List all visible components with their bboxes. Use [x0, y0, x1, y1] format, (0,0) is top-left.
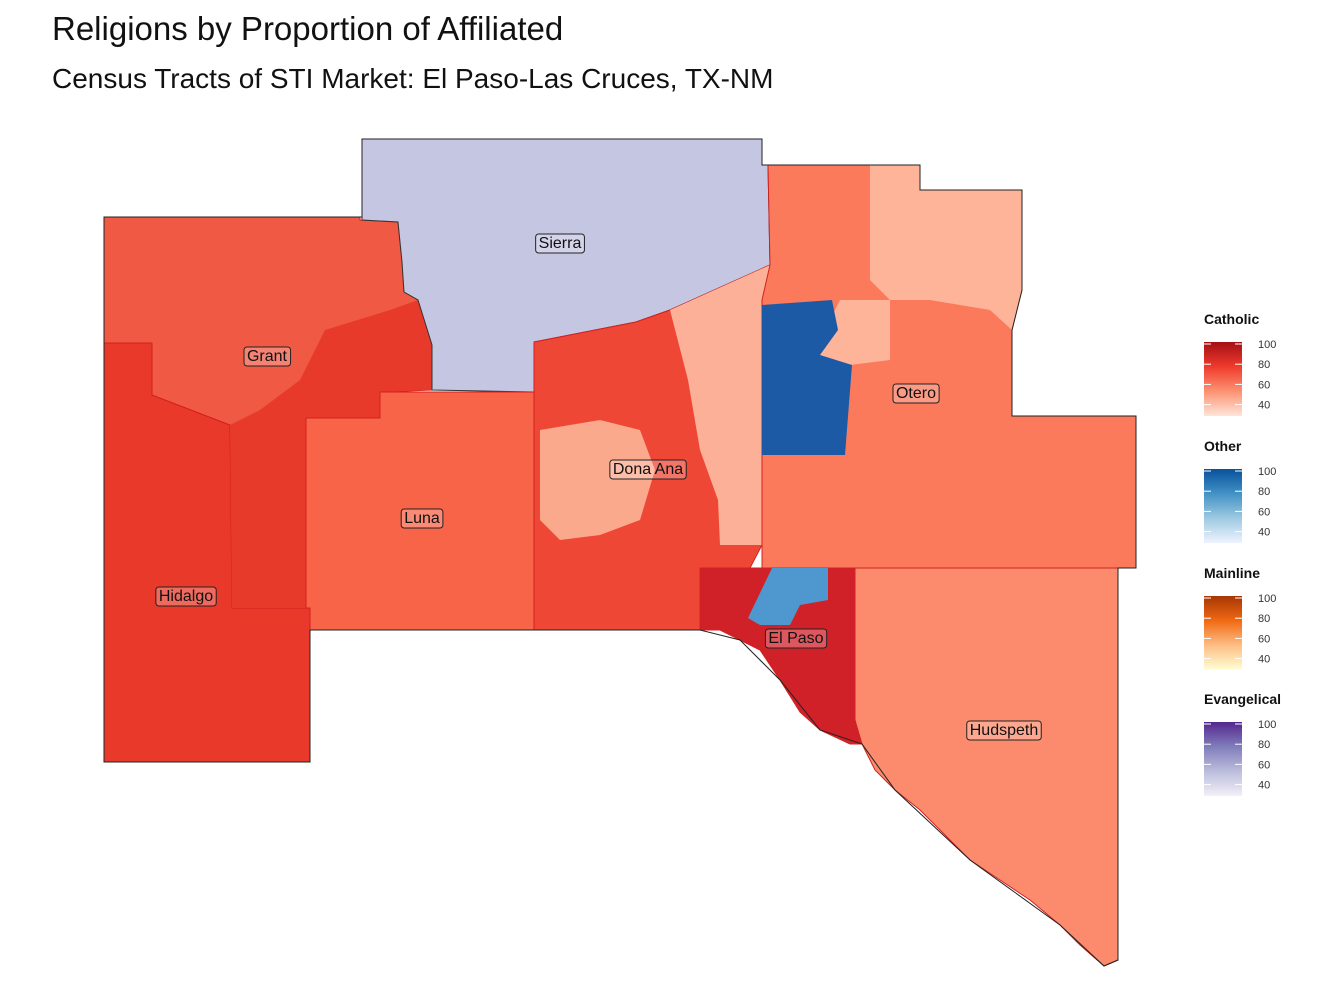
legend-tick-label: 40: [1258, 527, 1270, 539]
county-label-sierra: Sierra: [535, 233, 585, 254]
county-label-el-paso: El Paso: [764, 628, 828, 649]
legend-evangelical: Evangelical 100 80 60 40: [1204, 691, 1281, 796]
county-label-box: [155, 586, 217, 607]
legend-tick-label: 40: [1258, 780, 1270, 792]
legend-title: Catholic: [1204, 311, 1259, 327]
legend-tick-label: 80: [1258, 613, 1270, 625]
legend-tick-label: 80: [1258, 359, 1270, 371]
county-label-luna: Luna: [400, 508, 444, 529]
county-dona-ana-east: [670, 265, 770, 545]
county-otero-other: [762, 300, 852, 455]
legend-tick-label: 60: [1258, 379, 1270, 391]
map-title: Religions by Proportion of Affiliated: [52, 10, 564, 47]
county-label-box: [966, 720, 1042, 741]
county-otero-north: [870, 165, 1022, 330]
legend-tick-label: 80: [1258, 486, 1270, 498]
county-label-text: Hidalgo: [159, 588, 213, 605]
legend-tick-label: 100: [1258, 466, 1276, 478]
legend-tick-label: 60: [1258, 506, 1270, 518]
county-labels: Sierra Grant Hidalgo Luna Dona Ana Otero El Pa…: [155, 233, 1042, 741]
county-label-text: Grant: [247, 348, 288, 365]
county-label-text: Luna: [404, 510, 440, 527]
county-label-box: [400, 508, 444, 529]
legend-title: Evangelical: [1204, 691, 1281, 707]
legend-colorbar: [1204, 596, 1242, 670]
county-label-grant: Grant: [243, 346, 292, 367]
legend-tick-label: 100: [1258, 719, 1276, 731]
county-label-box: [892, 383, 940, 404]
county-label-dona-ana: Dona Ana: [609, 459, 687, 480]
legend-tick-label: 60: [1258, 633, 1270, 645]
county-label-text: Sierra: [539, 235, 582, 252]
legend-title: Mainline: [1204, 565, 1260, 581]
county-label-box: [764, 628, 828, 649]
county-label-box: [609, 459, 687, 480]
legend-colorbar: [1204, 722, 1242, 796]
legend-other: Other 100 80 60 40: [1204, 438, 1276, 543]
legend: Catholic 100 80 60 40 Other 100 80 60 40 Mainline 1…: [1204, 311, 1281, 796]
county-label-text: El Paso: [768, 630, 823, 647]
legend-tick-label: 100: [1258, 593, 1276, 605]
legend-title: Other: [1204, 438, 1242, 454]
market-border: [103, 138, 1137, 967]
legend-tick-label: 40: [1258, 400, 1270, 412]
county-label-hudspeth: Hudspeth: [966, 720, 1042, 741]
county-label-box: [535, 233, 585, 254]
county-label-otero: Otero: [892, 383, 940, 404]
legend-colorbar: [1204, 469, 1242, 543]
legend-colorbar: [1204, 342, 1242, 416]
legend-tick-label: 40: [1258, 654, 1270, 666]
county-hudspeth: [854, 567, 1119, 967]
legend-tick-label: 80: [1258, 739, 1270, 751]
county-label-box: [243, 346, 292, 367]
county-label-text: Otero: [896, 385, 936, 402]
legend-tick-label: 100: [1258, 339, 1276, 351]
county-label-hidalgo: Hidalgo: [155, 586, 217, 607]
county-grant-tracts: [230, 300, 432, 608]
legend-tick-label: 60: [1258, 759, 1270, 771]
legend-mainline: Mainline 100 80 60 40: [1204, 565, 1276, 670]
county-el-paso-other: [748, 568, 828, 625]
legend-catholic: Catholic 100 80 60 40: [1204, 311, 1276, 416]
county-label-text: Hudspeth: [970, 722, 1039, 739]
county-dona-ana-light: [540, 420, 655, 540]
county-label-text: Dona Ana: [613, 461, 683, 478]
county-otero-center: [820, 300, 890, 365]
map-subtitle: Census Tracts of STI Market: El Paso-Las…: [52, 63, 774, 94]
